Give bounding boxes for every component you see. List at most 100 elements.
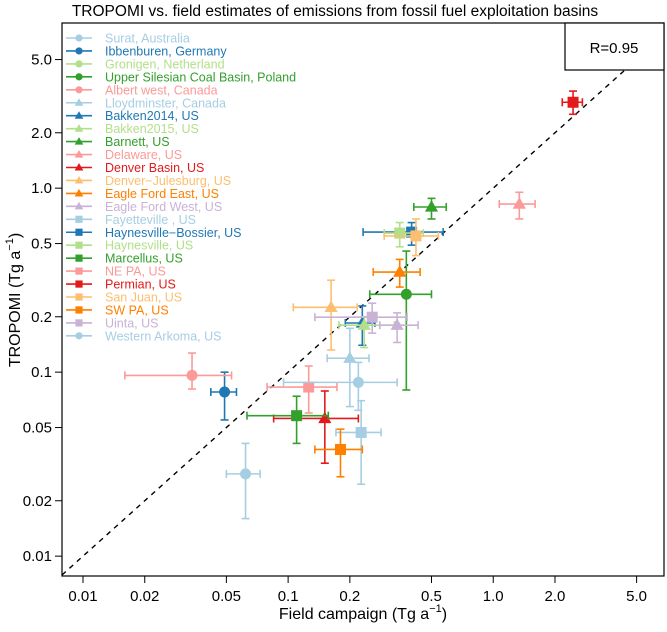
y-unit-exponent: −1 bbox=[4, 238, 16, 251]
legend-label: Delaware, US bbox=[105, 148, 182, 162]
data-point bbox=[410, 230, 422, 242]
data-point bbox=[343, 351, 357, 363]
legend-label: Haynesville−Bossier, US bbox=[105, 226, 242, 240]
y-tick-label: 0.1 bbox=[31, 364, 52, 381]
legend-marker bbox=[75, 228, 83, 236]
x-axis-label-close: ) bbox=[442, 606, 447, 623]
legend-label: Surat, Australia bbox=[105, 32, 190, 46]
data-point-group bbox=[292, 279, 358, 351]
data-point bbox=[219, 386, 231, 398]
data-point-group bbox=[383, 218, 440, 257]
legend-label: NE PA, US bbox=[105, 265, 166, 279]
x-axis-label: Field campaign (Tg a−1) bbox=[279, 603, 447, 623]
data-point-group bbox=[246, 395, 330, 445]
x-axis-label-text: Field campaign (Tg a bbox=[279, 606, 429, 623]
legend-label: Eagle Ford West, US bbox=[105, 200, 222, 214]
one-to-one-line bbox=[61, 34, 665, 576]
data-point bbox=[355, 426, 367, 438]
data-point bbox=[512, 197, 526, 209]
legend-label: Denver−Julesburg, US bbox=[105, 174, 231, 188]
legend-label: Ibbenburen, Germany bbox=[105, 44, 227, 58]
data-point bbox=[390, 318, 404, 330]
data-point-group bbox=[335, 399, 382, 486]
data-point-group bbox=[383, 221, 425, 248]
data-point-group bbox=[225, 442, 261, 520]
legend-label: Eagle Ford East, US bbox=[105, 187, 219, 201]
legend-label: San Juan, US bbox=[105, 291, 182, 305]
data-point-group bbox=[314, 428, 364, 478]
legend-marker bbox=[75, 319, 83, 327]
y-axis-label-close: ) bbox=[7, 233, 24, 238]
data-point bbox=[334, 443, 346, 455]
data-point bbox=[291, 410, 303, 422]
legend-label: Barnett, US bbox=[105, 135, 170, 149]
y-tick-label: 1.0 bbox=[31, 180, 52, 197]
x-tick-label: 0.02 bbox=[130, 588, 159, 605]
x-tick-label: 2.0 bbox=[545, 588, 566, 605]
y-axis-label-text: TROPOMI (Tg a bbox=[7, 251, 24, 368]
legend-label: Upper Silesian Coal Basin, Poland bbox=[105, 70, 296, 84]
data-point-group bbox=[124, 352, 233, 390]
x-tick-label: 0.05 bbox=[212, 588, 241, 605]
legend-marker bbox=[75, 267, 83, 275]
legend-marker bbox=[74, 111, 84, 119]
legend-marker bbox=[75, 306, 83, 314]
data-point-group bbox=[282, 361, 398, 412]
data-point bbox=[352, 376, 364, 388]
legend-marker bbox=[75, 215, 83, 223]
legend-marker bbox=[75, 254, 83, 262]
data-point bbox=[324, 300, 338, 313]
chart-title: TROPOMI vs. field estimates of emissions… bbox=[72, 3, 599, 20]
data-point-group bbox=[561, 90, 584, 116]
legend-marker bbox=[74, 188, 84, 197]
legend-label: Uinta, US bbox=[105, 316, 159, 330]
legend-marker bbox=[75, 47, 83, 55]
legend-marker bbox=[74, 175, 84, 184]
data-point-group bbox=[210, 371, 238, 421]
data-point-group bbox=[326, 327, 370, 408]
legend-marker bbox=[74, 124, 84, 132]
y-tick-label: 0.5 bbox=[31, 236, 52, 253]
y-tick-label: 2.0 bbox=[31, 125, 52, 142]
y-axis-label: TROPOMI (Tg a−1) bbox=[4, 233, 24, 367]
legend-label: Lloydminster, Canada bbox=[105, 96, 226, 110]
legend-marker bbox=[75, 60, 83, 68]
legend-label: Albert west, Canada bbox=[105, 83, 218, 97]
data-point bbox=[394, 227, 406, 239]
r-value-box bbox=[564, 22, 665, 71]
legend-marker bbox=[74, 137, 84, 145]
data-point bbox=[424, 200, 439, 212]
legend-label: Haynesville, US bbox=[105, 239, 193, 253]
legend-marker bbox=[75, 280, 83, 288]
x-tick-label: 0.5 bbox=[421, 588, 442, 605]
data-points bbox=[124, 90, 584, 520]
data-point bbox=[366, 311, 378, 323]
data-point bbox=[567, 96, 579, 108]
legend-marker bbox=[75, 241, 83, 249]
x-tick-label: 0.2 bbox=[339, 588, 360, 605]
x-tick-label: 1.0 bbox=[483, 588, 504, 605]
x-tick-label: 0.01 bbox=[68, 588, 97, 605]
y-tick-label: 0.05 bbox=[23, 420, 52, 437]
legend-marker bbox=[75, 73, 83, 81]
legend-label: Bakken2015, US bbox=[105, 122, 199, 136]
legend-marker bbox=[75, 86, 83, 94]
plot-frame bbox=[61, 22, 665, 577]
legend-marker bbox=[74, 98, 84, 106]
legend-marker bbox=[75, 293, 83, 301]
legend-label: Permian, US bbox=[105, 278, 176, 292]
y-tick-label: 0.01 bbox=[23, 548, 52, 565]
data-point-group bbox=[498, 191, 536, 220]
data-point-group bbox=[372, 258, 421, 288]
r-value: R=0.95 bbox=[590, 40, 639, 57]
legend-label: Marcellus, US bbox=[105, 252, 183, 266]
y-tick-label: 5.0 bbox=[31, 52, 52, 69]
legend-label: Fayetteville , US bbox=[105, 213, 196, 227]
legend-marker bbox=[74, 150, 84, 158]
x-tick-label: 0.1 bbox=[278, 588, 299, 605]
legend-marker bbox=[74, 201, 84, 210]
data-point bbox=[318, 411, 332, 424]
legend-marker bbox=[74, 163, 84, 171]
